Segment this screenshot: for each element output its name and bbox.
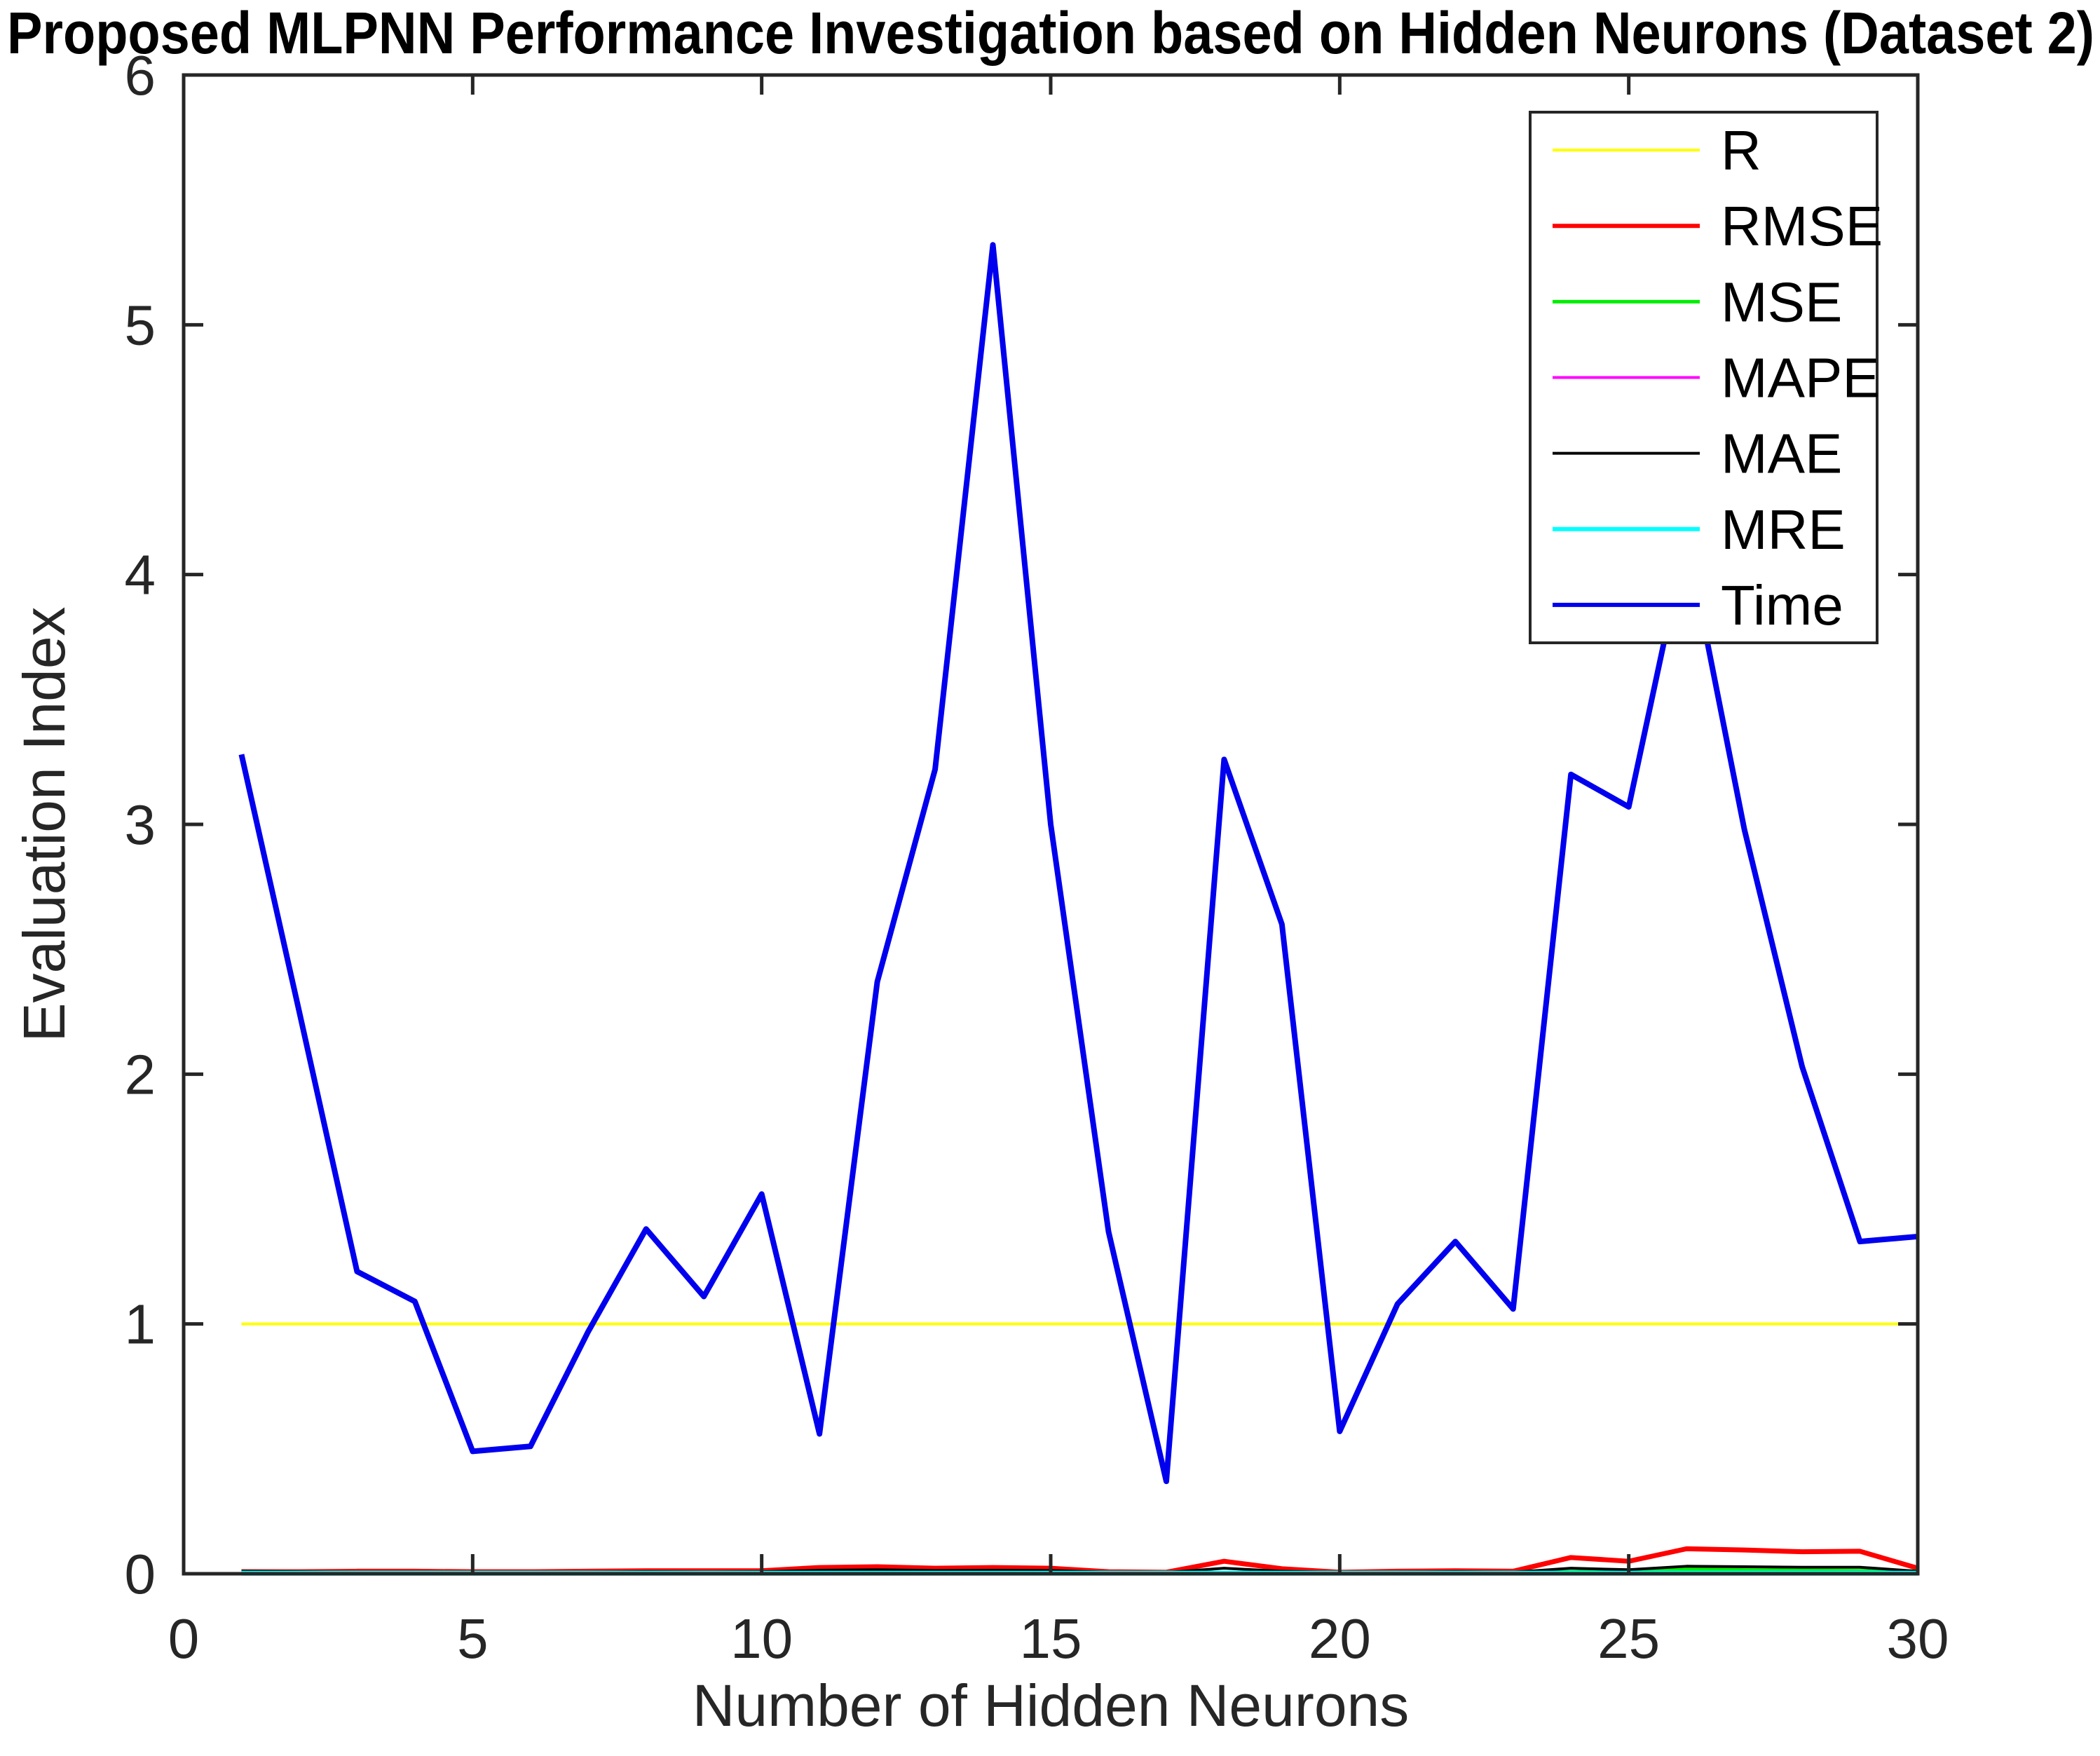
- legend-label-mae: MAE: [1721, 423, 1842, 485]
- legend-label-time: Time: [1721, 574, 1843, 637]
- legend-label-rmse: RMSE: [1721, 195, 1883, 257]
- y-tick-label: 6: [125, 44, 156, 107]
- x-tick-label: 20: [1309, 1607, 1371, 1670]
- legend-label-mape: MAPE: [1721, 347, 1880, 409]
- legend-label-r: R: [1721, 119, 1761, 182]
- y-tick-label: 2: [125, 1043, 156, 1105]
- x-tick-label: 5: [457, 1607, 489, 1670]
- y-axis-label: Evaluation Index: [11, 606, 77, 1042]
- x-tick-label: 15: [1020, 1607, 1082, 1670]
- series-line-time: [238, 242, 1918, 1485]
- y-tick-label: 5: [125, 294, 156, 356]
- y-tick-label: 4: [125, 544, 156, 606]
- axes-layer: [182, 73, 1920, 1576]
- x-axis-label: Number of Hidden Neurons: [693, 1673, 1410, 1738]
- y-tick-label: 0: [125, 1543, 156, 1605]
- legend-label-mse: MSE: [1721, 271, 1842, 333]
- y-tick-label: 1: [125, 1293, 156, 1356]
- legend: R RMSE MSE MAPE MAE MRE Time: [1529, 111, 1883, 644]
- tick-label-layer: 0 5 10 15 20 25 30 0 1 2 3 4 5 6: [125, 44, 1949, 1670]
- y-tick-label: 3: [125, 794, 156, 856]
- chart-title: Proposed MLPNN Performance Investigation…: [7, 0, 2094, 66]
- x-tick-label: 0: [168, 1607, 200, 1670]
- x-tick-label: 30: [1887, 1607, 1949, 1670]
- x-tick-label: 10: [730, 1607, 793, 1670]
- legend-label-mre: MRE: [1721, 498, 1846, 561]
- x-tick-label: 25: [1597, 1607, 1660, 1670]
